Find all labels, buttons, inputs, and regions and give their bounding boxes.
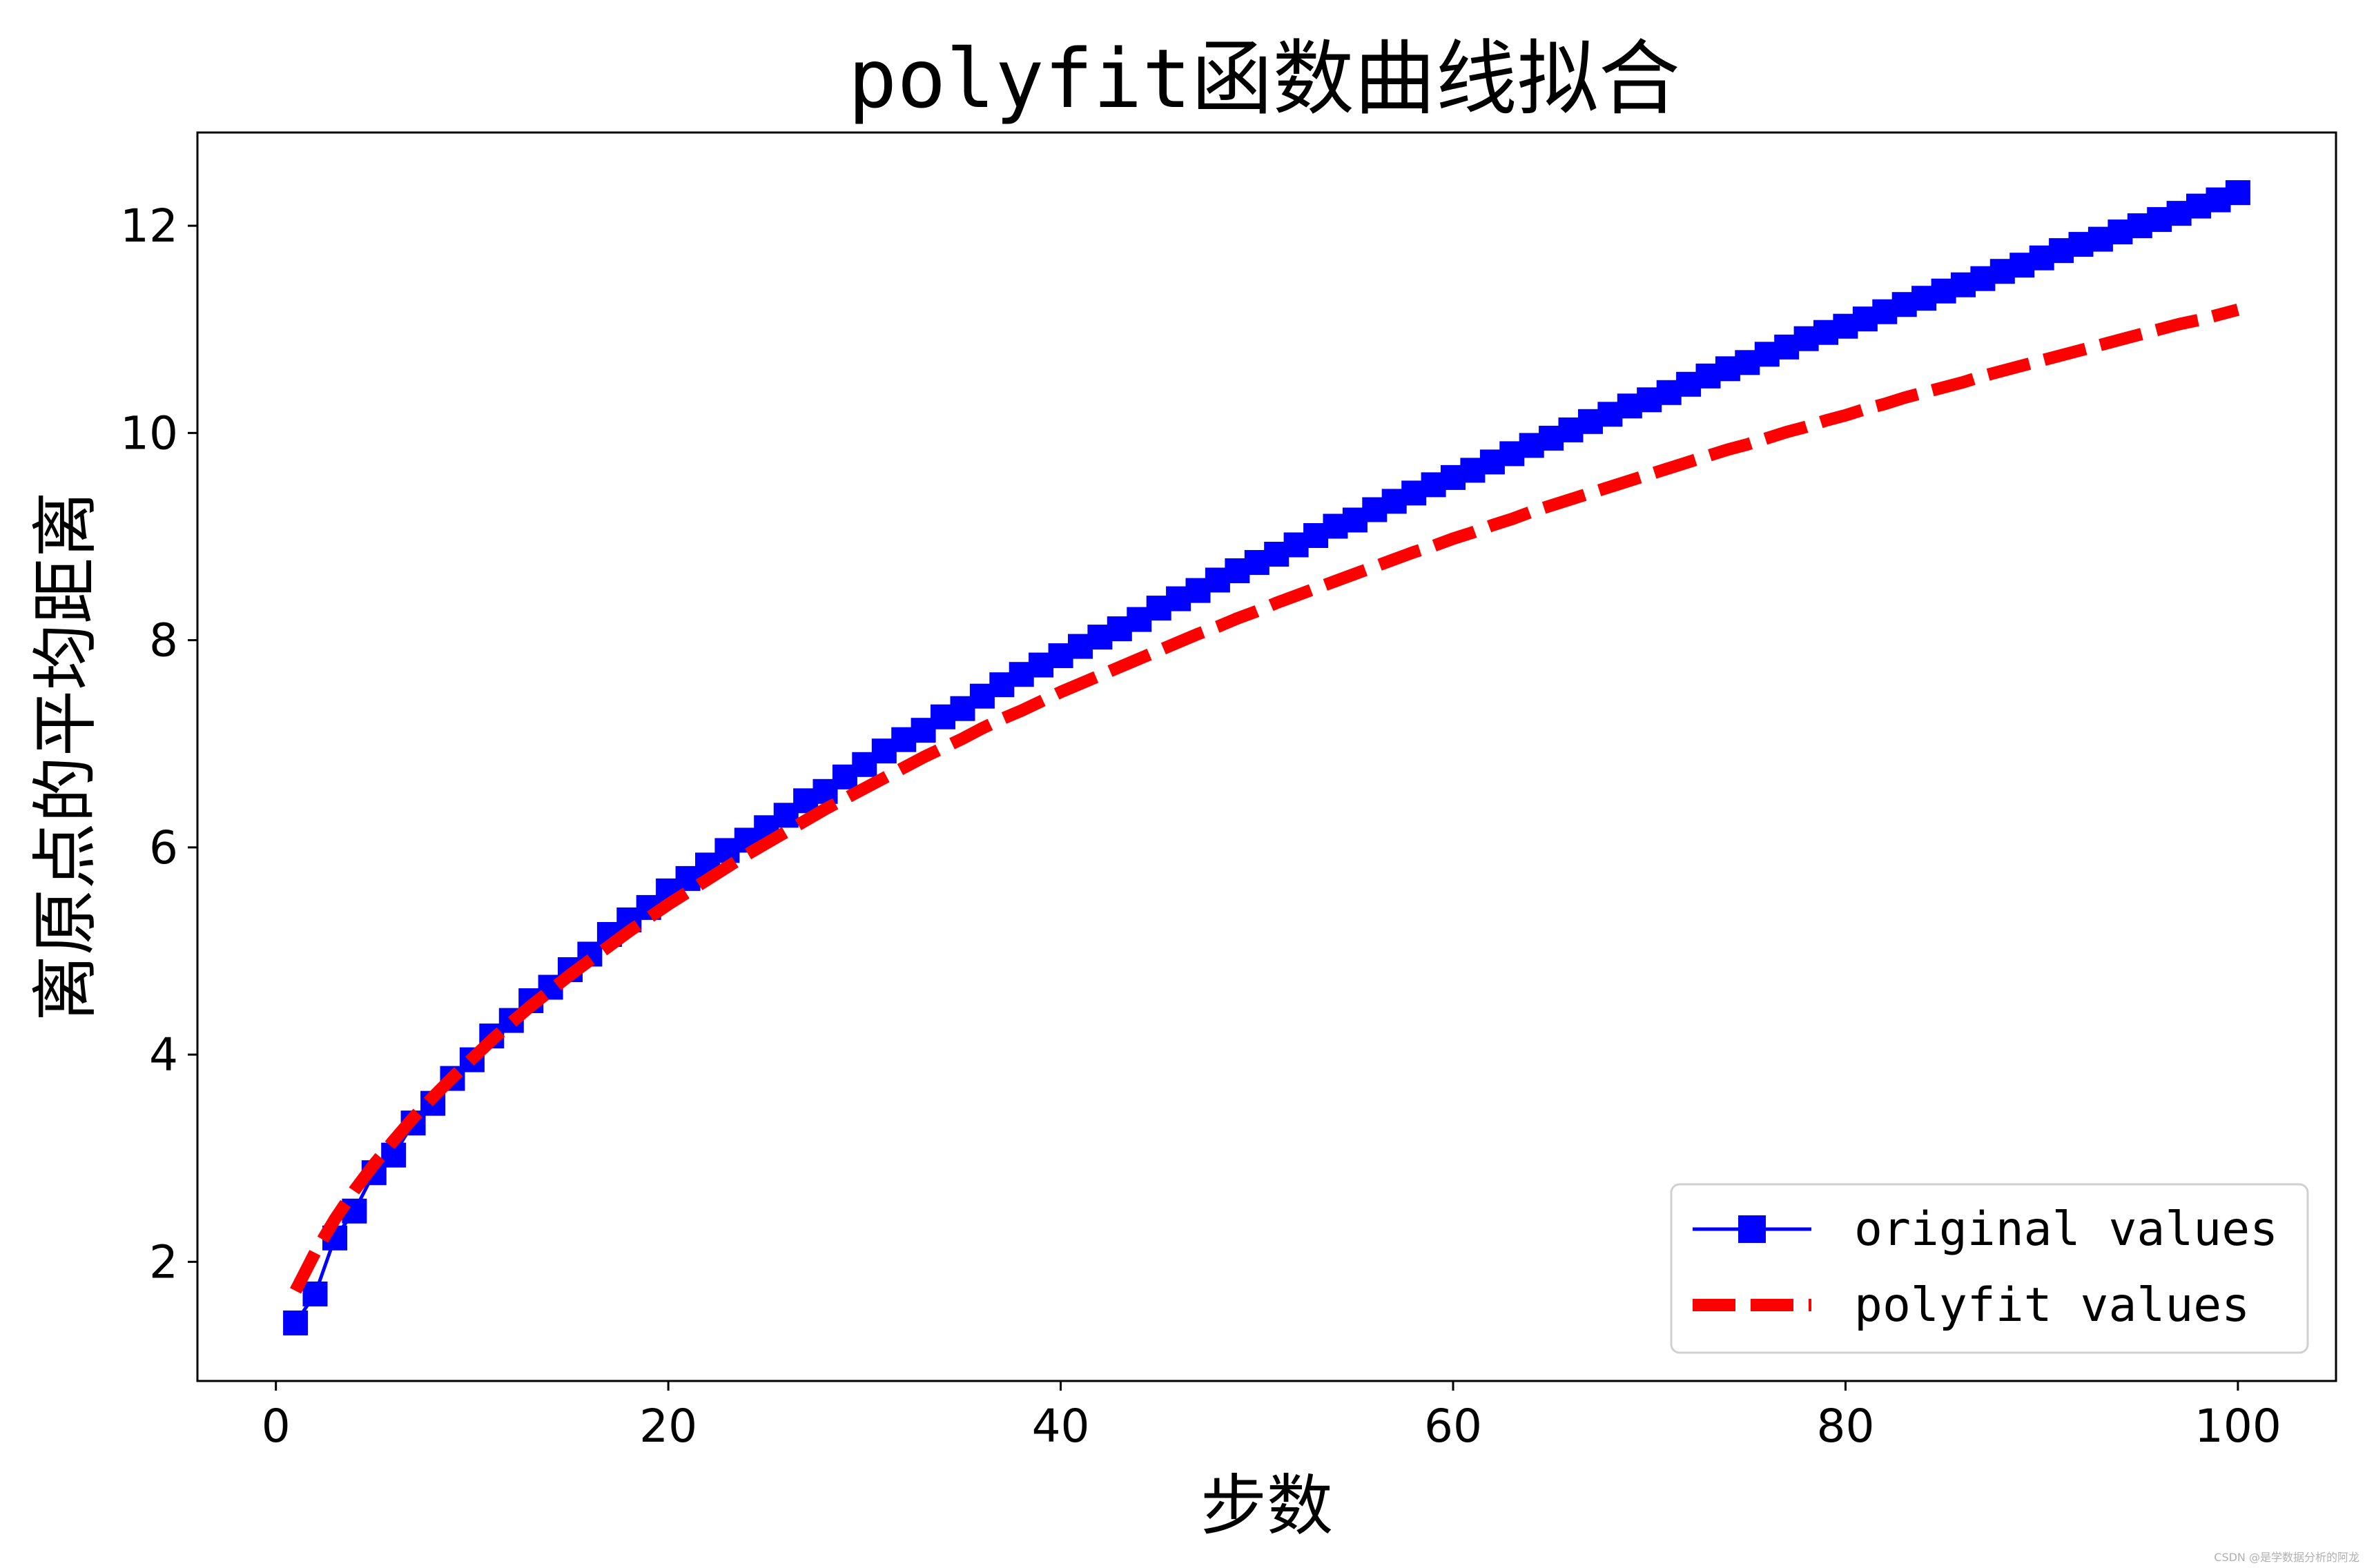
x-tick-label: 60 <box>1424 1400 1482 1453</box>
series-layer <box>283 180 2250 1335</box>
y-tick-label: 12 <box>120 199 178 253</box>
original-point <box>283 1310 309 1335</box>
x-tick-label: 0 <box>262 1400 291 1453</box>
x-tick-label: 20 <box>639 1400 697 1453</box>
legend-box <box>1670 1183 2309 1354</box>
series-polyfit-line <box>290 303 2240 1294</box>
x-tick-label: 80 <box>1816 1400 1874 1453</box>
legend: original values polyfit values <box>1670 1183 2309 1354</box>
original-point <box>302 1281 328 1306</box>
x-tick-label: 100 <box>2194 1400 2281 1453</box>
x-axis-label: 步数 <box>1200 1467 1333 1545</box>
legend-polyfit-label: polyfit values <box>1854 1278 2250 1333</box>
legend-original-marker <box>1738 1215 1766 1243</box>
y-axis: 2 4 6 8 10 12 <box>120 199 197 1288</box>
y-tick-label: 8 <box>149 614 178 667</box>
y-tick-label: 2 <box>149 1235 178 1288</box>
y-axis-label: 离原点的平均距离 <box>27 491 104 1021</box>
legend-original-label: original values <box>1854 1202 2278 1257</box>
watermark-text: CSDN @是学数据分析的阿龙 <box>2214 1551 2359 1564</box>
y-tick-label: 4 <box>149 1028 178 1081</box>
x-tick-label: 40 <box>1032 1400 1090 1453</box>
plot-area <box>196 131 2337 1382</box>
y-tick-label: 10 <box>120 406 178 460</box>
axes-frame <box>196 131 2337 1382</box>
chart-title: polyfit函数曲线拟合 <box>848 31 1680 126</box>
x-axis: 0 20 40 60 80 100 <box>262 1381 2281 1453</box>
original-point <box>2225 180 2250 206</box>
y-tick-label: 6 <box>149 821 178 874</box>
